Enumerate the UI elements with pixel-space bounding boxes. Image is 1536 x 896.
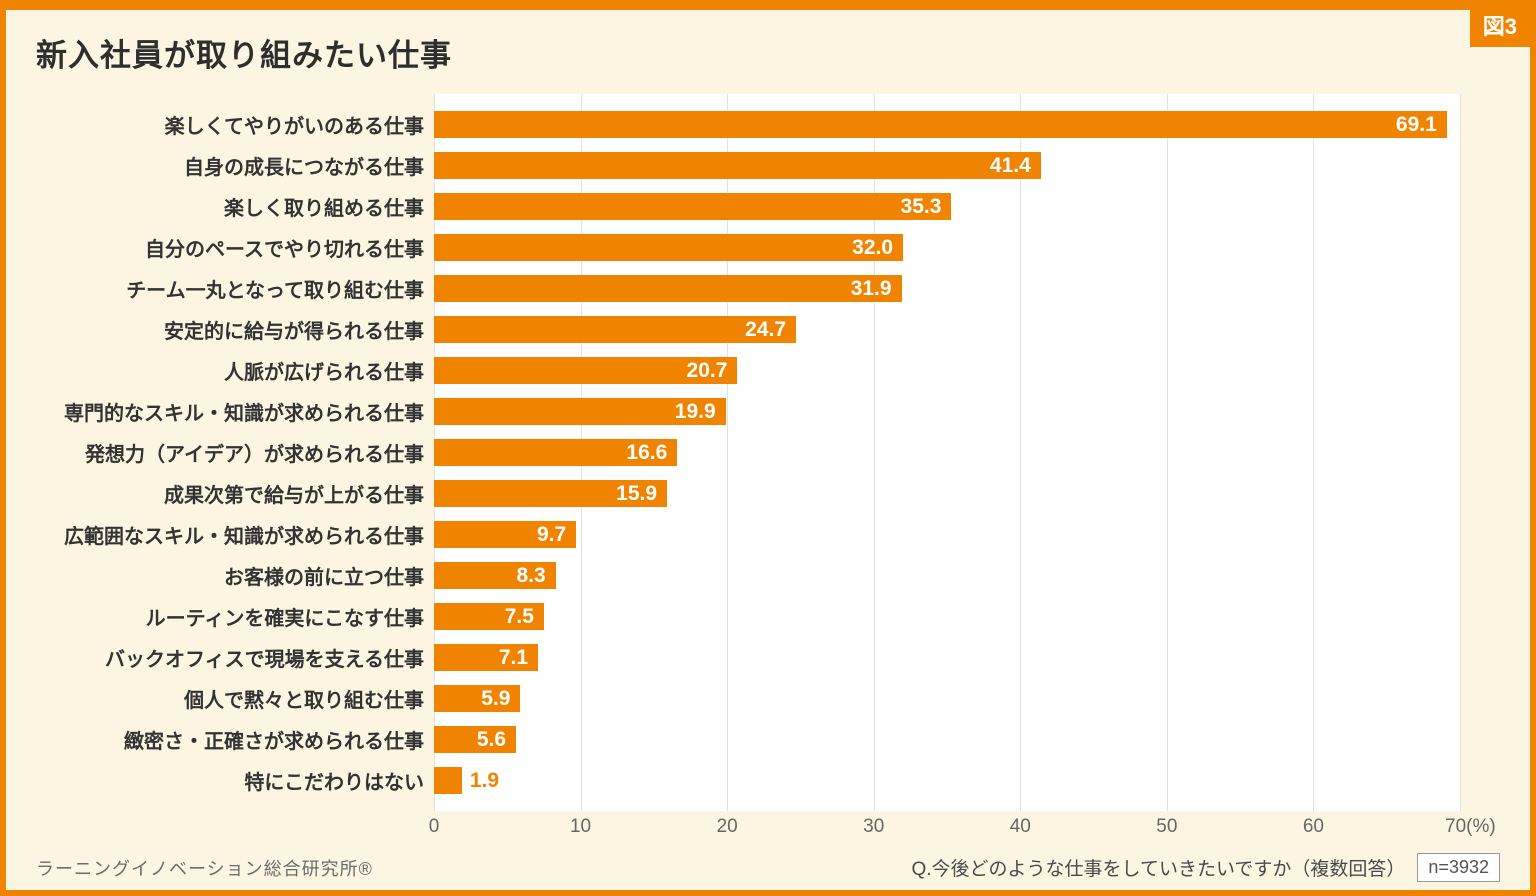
question-wrap: Q.今後どのような仕事をしていきたいですか（複数回答） n=3932 [911,853,1500,882]
bar-row: 19.9 [434,391,1460,432]
gridline [727,94,729,811]
footer: ラーニングイノベーション総合研究所® Q.今後どのような仕事をしていきたいですか… [36,853,1500,882]
bar-value: 16.6 [626,440,668,464]
category-label: 成果次第で給与が上がる仕事 [164,485,424,507]
x-tick-label: 40 [1009,816,1031,837]
bar-value: 20.7 [686,358,728,382]
bar-value: 7.5 [504,604,534,628]
bar-row: 7.5 [434,596,1460,637]
bar: 32.0 [434,234,904,261]
bar-value: 41.4 [989,153,1031,177]
bar-value: 1.9 [469,768,500,792]
category-label: 広範囲なスキル・知識が求められる仕事 [64,526,424,548]
bar-value: 8.3 [516,563,546,587]
bar [434,767,462,794]
gridline [1166,94,1168,811]
gridline [1313,94,1315,811]
category-label: 人脈が広げられる仕事 [224,362,424,384]
x-tick-label: 30 [863,816,885,837]
category-label: 楽しくてやりがいのある仕事 [164,116,424,138]
bar-row: 16.6 [434,432,1460,473]
x-axis: 0 10 20 30 40 50 60 70(%) [36,813,1496,839]
bar-value: 15.9 [616,481,658,505]
bar-value: 5.9 [481,686,511,710]
bar: 8.3 [434,562,556,589]
plot-area: 69.1 41.4 35.3 32.0 31.9 24.7 20.7 19.9 16.6 15.9… [434,94,1461,811]
category-label: 専門的なスキル・知識が求められる仕事 [64,403,424,425]
bar-row: 32.0 [434,227,1460,268]
figure-badge: 図3 [1469,10,1530,48]
bar: 5.6 [434,726,517,753]
source-label: ラーニングイノベーション総合研究所® [36,858,373,879]
bar-row: 9.7 [434,514,1460,555]
bars-container: 69.1 41.4 35.3 32.0 31.9 24.7 20.7 19.9 16.6 15.9… [434,104,1460,801]
x-tick-label: 70(%) [1445,816,1496,837]
category-label: 特にこだわりはない [244,772,424,794]
bar-row: 5.9 [434,678,1460,719]
category-label: 自分のペースでやり切れる仕事 [145,239,424,261]
x-tick-label: 20 [716,816,738,837]
x-tick-label: 0 [428,816,440,837]
category-label: ルーティンを確実にこなす仕事 [145,608,424,630]
x-axis-ticks: 0 10 20 30 40 50 60 70(%) [429,813,1496,839]
bar: 31.9 [434,275,902,302]
x-tick-label: 50 [1156,816,1178,837]
bar: 7.1 [434,644,539,671]
bar-row: 15.9 [434,473,1460,514]
category-label: 楽しく取り組める仕事 [224,198,424,220]
bar-value: 7.1 [498,645,529,669]
x-tick-label: 10 [569,816,592,837]
x-tick-label: 60 [1302,816,1324,837]
category-label: 発想力（アイデア）が求められる仕事 [85,444,424,466]
bar: 20.7 [434,357,738,384]
category-label: 個人で黙々と取り組む仕事 [184,690,424,712]
category-label: お客様の前に立つ仕事 [224,567,424,589]
bar-value: 9.7 [536,522,567,546]
bar-row: 20.7 [434,350,1460,391]
category-label: 自身の成長につながる仕事 [184,157,424,179]
bar-value: 31.9 [850,276,892,300]
bar-row: 41.4 [434,145,1460,186]
category-label: 緻密さ・正確さが求められる仕事 [124,731,424,753]
gridline [873,94,875,811]
sample-size-badge: n=3932 [1417,853,1500,882]
bar-value: 35.3 [900,194,942,218]
bar: 35.3 [434,193,952,220]
bar-value: 24.7 [745,317,787,341]
bar: 16.6 [434,439,678,466]
category-label: バックオフィスで現場を支える仕事 [105,649,424,671]
bar-row: 69.1 [434,104,1460,145]
gridline [1460,94,1461,811]
bar-row: 1.9 [434,760,1460,801]
bar-row: 31.9 [434,268,1460,309]
bar: 41.4 [434,152,1041,179]
bar-value: 19.9 [674,399,716,423]
bar: 15.9 [434,480,668,507]
survey-question: Q.今後どのような仕事をしていきたいですか（複数回答） [911,859,1406,880]
bar-value: 32.0 [852,235,894,259]
bar-chart: 楽しくてやりがいのある仕事自身の成長につながる仕事楽しく取り組める仕事自分のペー… [36,94,1461,811]
bar: 7.5 [434,603,544,630]
category-label: 安定的に給与が得られる仕事 [164,321,424,343]
page-title: 新入社員が取り組みたい仕事 [36,38,452,73]
bar-row: 8.3 [434,555,1460,596]
bar: 24.7 [434,316,797,343]
bar-row: 35.3 [434,186,1460,227]
bar: 9.7 [434,521,577,548]
bar-row: 7.1 [434,637,1460,678]
bar-row: 5.6 [434,719,1460,760]
bar: 19.9 [434,398,726,425]
gridline [1020,94,1022,811]
bar-row: 24.7 [434,309,1460,350]
category-labels: 楽しくてやりがいのある仕事自身の成長につながる仕事楽しく取り組める仕事自分のペー… [36,94,434,811]
category-label: チーム一丸となって取り組む仕事 [126,280,424,302]
bar-value: 69.1 [1395,112,1437,136]
bar-value: 5.6 [476,727,507,751]
bar: 69.1 [434,111,1447,138]
bar: 5.9 [434,685,521,712]
